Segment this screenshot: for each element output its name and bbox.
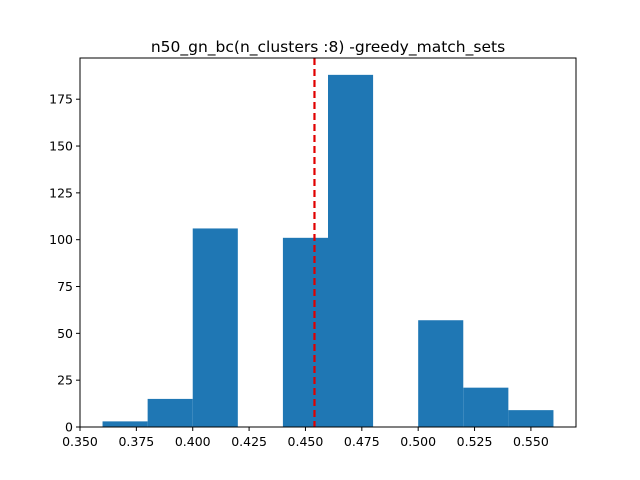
y-tick-label: 75	[57, 279, 73, 294]
y-axis-ticks: 0 25 50 75 100 125 150 175	[49, 92, 80, 435]
histogram-bar	[418, 320, 464, 427]
x-tick-label: 0.525	[457, 434, 493, 449]
histogram-bar	[192, 228, 238, 427]
y-tick-label: 175	[49, 92, 73, 107]
y-tick-label: 150	[49, 139, 73, 154]
y-tick-label: 125	[49, 185, 73, 200]
axes-frame	[79, 57, 577, 428]
histogram-bar	[102, 421, 148, 427]
histogram-bar	[282, 237, 328, 427]
x-tick-label: 0.425	[231, 434, 267, 449]
histogram-bar	[508, 410, 554, 427]
y-tick-label: 25	[57, 373, 73, 388]
y-tick-label: 0	[65, 420, 73, 435]
x-tick-label: 0.400	[175, 434, 211, 449]
x-tick-label: 0.475	[344, 434, 380, 449]
histogram-bar	[147, 398, 193, 427]
x-tick-label: 0.500	[400, 434, 436, 449]
x-tick-label: 0.550	[513, 434, 549, 449]
x-tick-label: 0.350	[62, 434, 98, 449]
y-tick-label: 100	[49, 232, 73, 247]
y-tick-label: 50	[57, 326, 73, 341]
x-tick-label: 0.375	[118, 434, 154, 449]
chart-title: n50_gn_bc(n_clusters :8) -greedy_match_s…	[151, 38, 505, 57]
x-axis-ticks: 0.350 0.375 0.400 0.425 0.450 0.475 0.500 0.525…	[62, 427, 549, 449]
x-tick-label: 0.450	[288, 434, 324, 449]
histogram-bar	[463, 387, 509, 427]
histogram-bar	[328, 74, 374, 428]
histogram-bars	[102, 74, 554, 428]
